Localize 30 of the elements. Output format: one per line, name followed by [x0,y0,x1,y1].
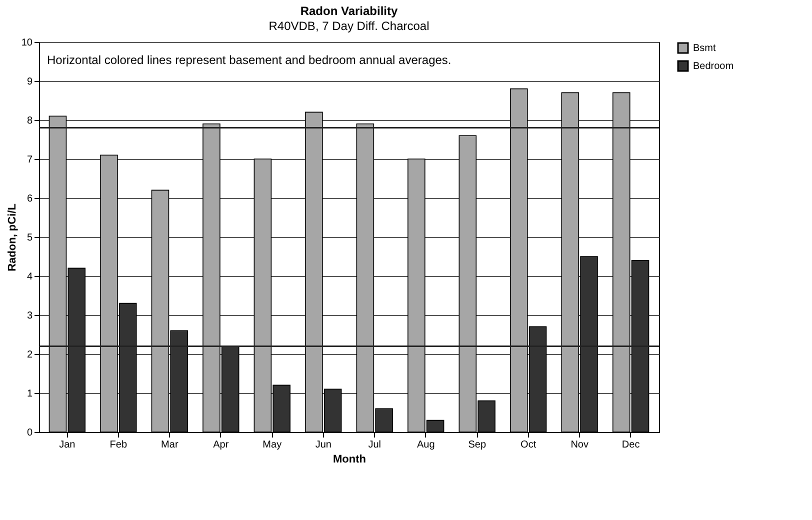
x-tick-label: Feb [110,440,128,450]
y-tick-label: 1 [26,388,33,400]
y-tick-label: 6 [26,194,33,204]
y-tick-label: 4 [26,272,33,282]
y-tick-label: 8 [26,116,33,126]
y-tick-label: 2 [26,350,33,360]
x-tick-label: Dec [622,440,640,450]
x-tick-label: Jul [368,440,382,450]
y-tick-label: 0 [26,428,33,438]
y-tick-label: 5 [26,232,33,244]
x-tick-label: Oct [520,440,536,450]
annotation: Horizontal colored lines represent basement and bedroom annual averages. [47,53,452,67]
y-tick-label: 9 [26,76,33,88]
y-tick-label: 7 [26,154,33,166]
x-axis-title: Month [333,454,366,466]
x-tick-label: May [262,440,282,450]
x-tick-label: Mar [161,440,179,450]
legend-label: Bsmt [693,43,716,54]
y-tick-label: 10 [21,38,33,48]
x-tick-label: Jan [59,440,76,450]
x-tick-label: Nov [570,440,588,450]
y-tick-label: 3 [26,310,33,322]
x-tick-label: Jun [315,440,332,450]
x-tick-label: Aug [416,440,435,450]
legend-label: Bedroom [693,61,734,72]
chart-title: Radon Variability [300,4,398,18]
chart-subtitle: R40VDB, 7 Day Diff. Charcoal [268,19,430,33]
x-tick-label: Apr [213,440,230,450]
x-tick-label: Sep [468,440,486,450]
y-axis-title: Radon, pCi/L [6,203,18,272]
